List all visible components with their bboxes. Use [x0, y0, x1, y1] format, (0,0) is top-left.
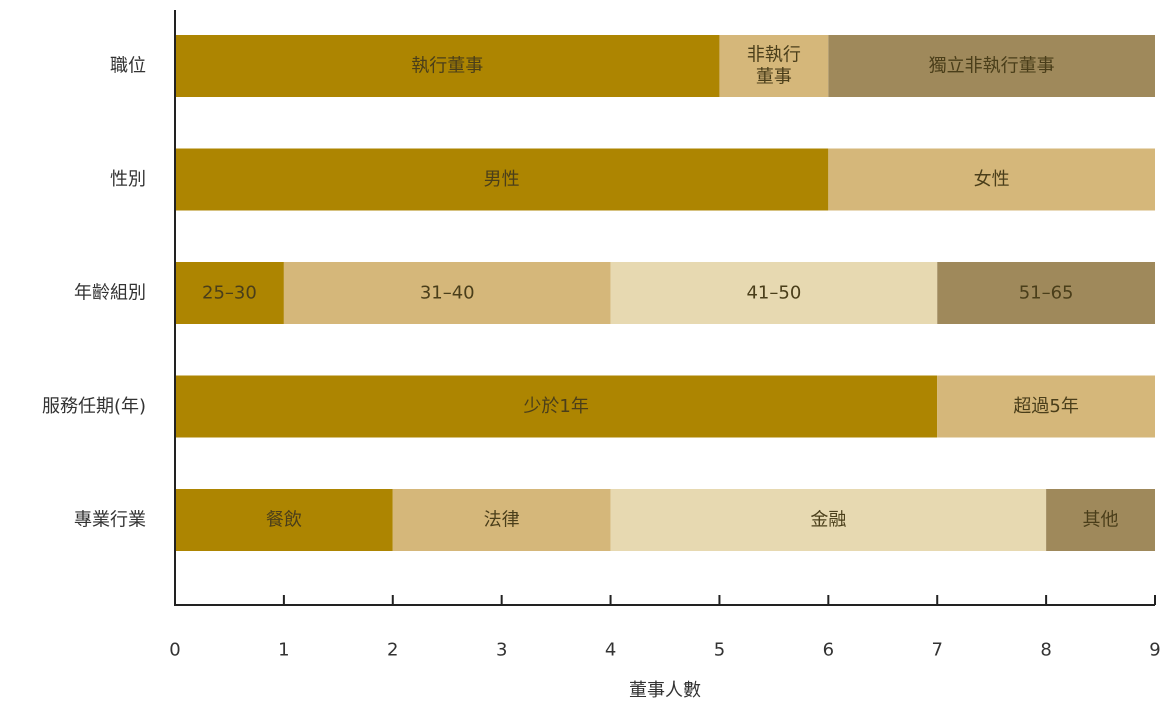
axes-layer: 0 1 2 3 4 5 6 7 8 9: [169, 10, 1161, 661]
segment-label: 法律: [484, 510, 520, 531]
bar-segment: [175, 35, 720, 97]
segment-label: 少於1年: [523, 396, 588, 417]
segment-label: 51–65: [1019, 283, 1074, 304]
segment-label: 餐飲: [266, 510, 302, 531]
bars-layer: [175, 35, 1155, 551]
category-label: 年齡組別: [74, 283, 146, 304]
category-label: 專業行業: [74, 510, 146, 531]
segment-label: 獨立非執行董事: [929, 56, 1055, 77]
segment-label: 31–40: [420, 283, 475, 304]
bar-segment: [175, 375, 938, 438]
bar-segment: [392, 489, 611, 551]
category-label: 服務任期(年): [42, 396, 146, 417]
segment-label: 女性: [974, 169, 1010, 190]
category-label: 職位: [110, 56, 146, 77]
bar-segment: [610, 489, 1047, 551]
bar-segment: [828, 148, 1155, 211]
bar-segment: [175, 262, 284, 324]
segment-label: 41–50: [746, 283, 801, 304]
category-label: 性別: [110, 169, 146, 190]
segment-label: 其他: [1083, 510, 1119, 531]
segment-label: 25–30: [202, 283, 257, 304]
x-tick-label: 5: [714, 640, 725, 661]
segment-label: 金融: [810, 510, 846, 531]
segment-label: 男性: [484, 169, 520, 190]
bar-segment: [937, 262, 1155, 324]
x-axis-title: 董事人數: [629, 680, 701, 701]
bar-segment: [719, 35, 829, 97]
x-tick-label: 3: [496, 640, 507, 661]
segment-label: 非執行董事: [747, 45, 801, 88]
x-tick-label: 6: [823, 640, 834, 661]
x-tick-label: 2: [387, 640, 398, 661]
bar-segment: [175, 148, 829, 211]
x-tick-label: 4: [605, 640, 616, 661]
x-tick-label: 1: [278, 640, 289, 661]
bar-segment: [828, 35, 1155, 97]
bar-segment: [610, 262, 938, 324]
bar-segment: [283, 262, 611, 324]
segment-label: 超過5年: [1013, 396, 1078, 417]
bar-segment: [937, 375, 1155, 438]
x-tick-label: 0: [169, 640, 180, 661]
bar-segment: [175, 489, 393, 551]
bar-segment: [1046, 489, 1155, 551]
x-tick-label: 8: [1040, 640, 1051, 661]
segment-label: 執行董事: [411, 56, 483, 77]
x-tick-label: 7: [931, 640, 942, 661]
x-tick-label: 9: [1149, 640, 1160, 661]
